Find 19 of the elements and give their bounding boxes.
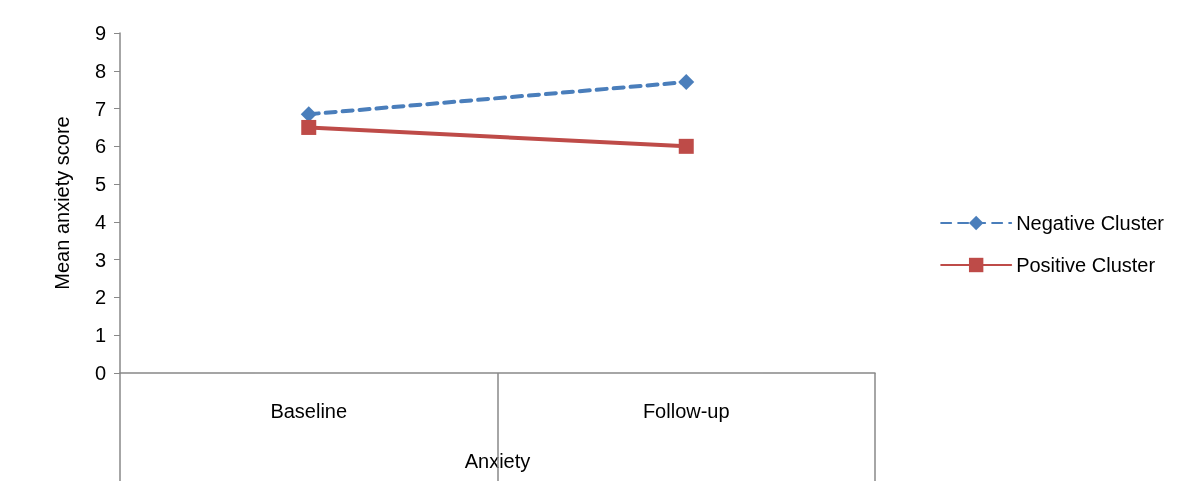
y-tick-label: 2: [94, 286, 106, 309]
y-tick-label: 8: [94, 59, 106, 82]
y-tick-label: 1: [94, 324, 106, 347]
x-tick-label: Follow-up: [642, 400, 730, 422]
y-tick-label: 9: [94, 22, 106, 44]
y-tick-label: 6: [94, 135, 106, 158]
point: [678, 138, 694, 154]
x-tick-label: Baseline: [270, 400, 348, 422]
legend-label: Positive Cluster: [1016, 254, 1156, 276]
y-tick-label: 0: [94, 362, 106, 384]
point: [301, 119, 317, 135]
point: [678, 74, 695, 91]
legend-label: Negative Cluster: [1016, 212, 1165, 234]
y-tick-label: 5: [94, 173, 106, 196]
y-axis-title: Mean anxiety score: [51, 116, 73, 290]
y-tick-label: 4: [94, 210, 106, 233]
y-tick-label: 3: [94, 248, 106, 271]
y-tick-label: 7: [94, 97, 106, 120]
x-axis-title: Anxiety: [464, 450, 531, 472]
